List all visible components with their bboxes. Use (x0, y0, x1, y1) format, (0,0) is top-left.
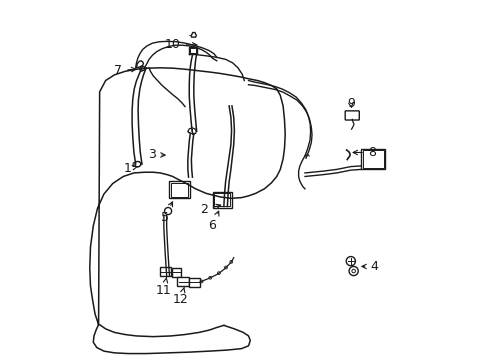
FancyBboxPatch shape (362, 149, 386, 170)
Polygon shape (192, 32, 196, 37)
FancyBboxPatch shape (213, 192, 232, 207)
Polygon shape (136, 61, 144, 68)
Text: 9: 9 (347, 96, 355, 109)
Text: 5: 5 (161, 202, 172, 224)
Text: 10: 10 (165, 39, 197, 51)
Text: 12: 12 (173, 287, 189, 306)
Text: 2: 2 (200, 203, 220, 216)
FancyBboxPatch shape (169, 181, 190, 198)
Text: 7: 7 (114, 64, 136, 77)
Polygon shape (140, 66, 146, 71)
FancyBboxPatch shape (177, 277, 189, 286)
Text: 8: 8 (353, 146, 376, 159)
FancyBboxPatch shape (345, 111, 359, 120)
Text: 11: 11 (156, 278, 171, 297)
FancyBboxPatch shape (160, 267, 171, 276)
FancyBboxPatch shape (363, 150, 384, 168)
FancyBboxPatch shape (214, 193, 230, 206)
FancyBboxPatch shape (171, 183, 188, 197)
Text: 6: 6 (209, 211, 219, 231)
Text: 1: 1 (123, 162, 137, 175)
FancyBboxPatch shape (172, 268, 181, 277)
Text: 3: 3 (148, 148, 165, 161)
Text: 4: 4 (362, 260, 378, 273)
FancyBboxPatch shape (189, 278, 200, 287)
